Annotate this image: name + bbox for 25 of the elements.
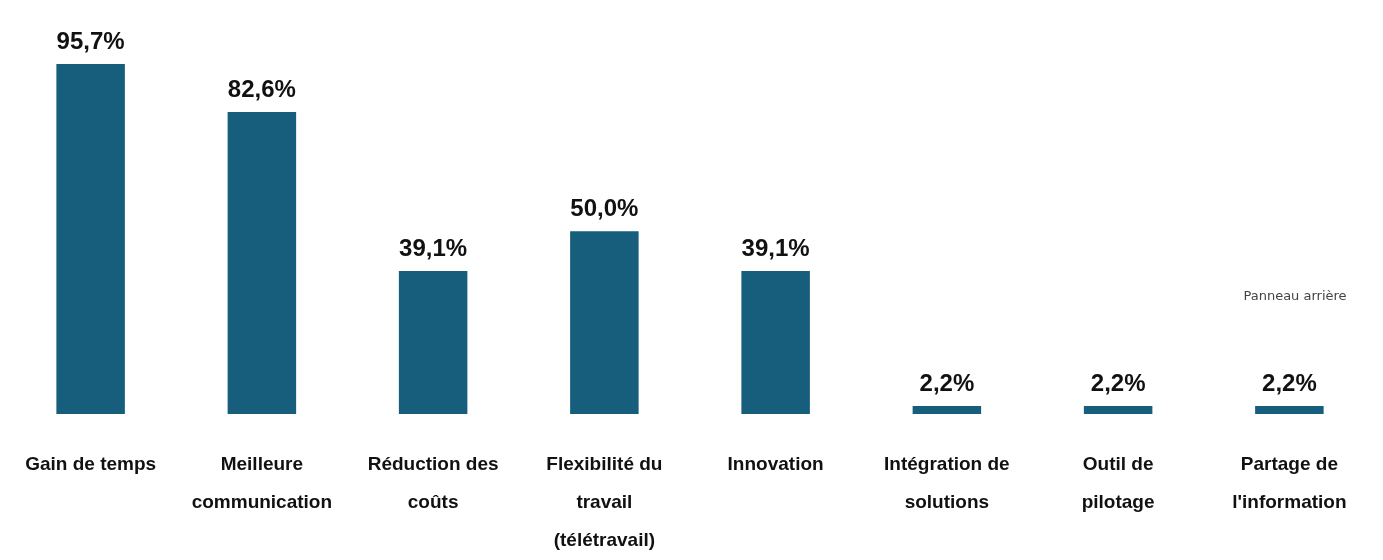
bar [741,271,810,414]
bar [912,405,982,414]
bar [1255,405,1324,414]
data-label: 2,2% [1262,368,1317,396]
data-label: 50,0% [570,194,639,222]
bar [56,64,125,414]
bar [570,231,639,414]
x-tick-label: Meilleure communication [191,452,333,512]
bar [1083,405,1153,414]
x-tick-label: Flexibilité du travail (télétravail) [546,452,663,550]
x-tick-label: Réduction des coûts [367,452,499,512]
data-label: 2,2% [1090,368,1146,396]
annotation: Panneau arrière [1243,288,1347,303]
data-label: 39,1% [741,234,810,261]
bar [227,111,297,414]
data-label: 82,6% [227,74,296,102]
data-label: 2,2% [919,368,975,396]
x-tick-label: Gain de temps [25,452,157,474]
x-tick-label: Partage de l'information [1232,452,1347,512]
data-label: 39,1% [399,234,468,261]
x-tick-label: Outil de pilotage [1081,452,1155,512]
data-label: 95,7% [56,27,125,54]
bar [398,271,468,414]
x-tick-label: Intégration de solutions [884,452,1010,512]
x-tick-label: Innovation [727,452,824,474]
